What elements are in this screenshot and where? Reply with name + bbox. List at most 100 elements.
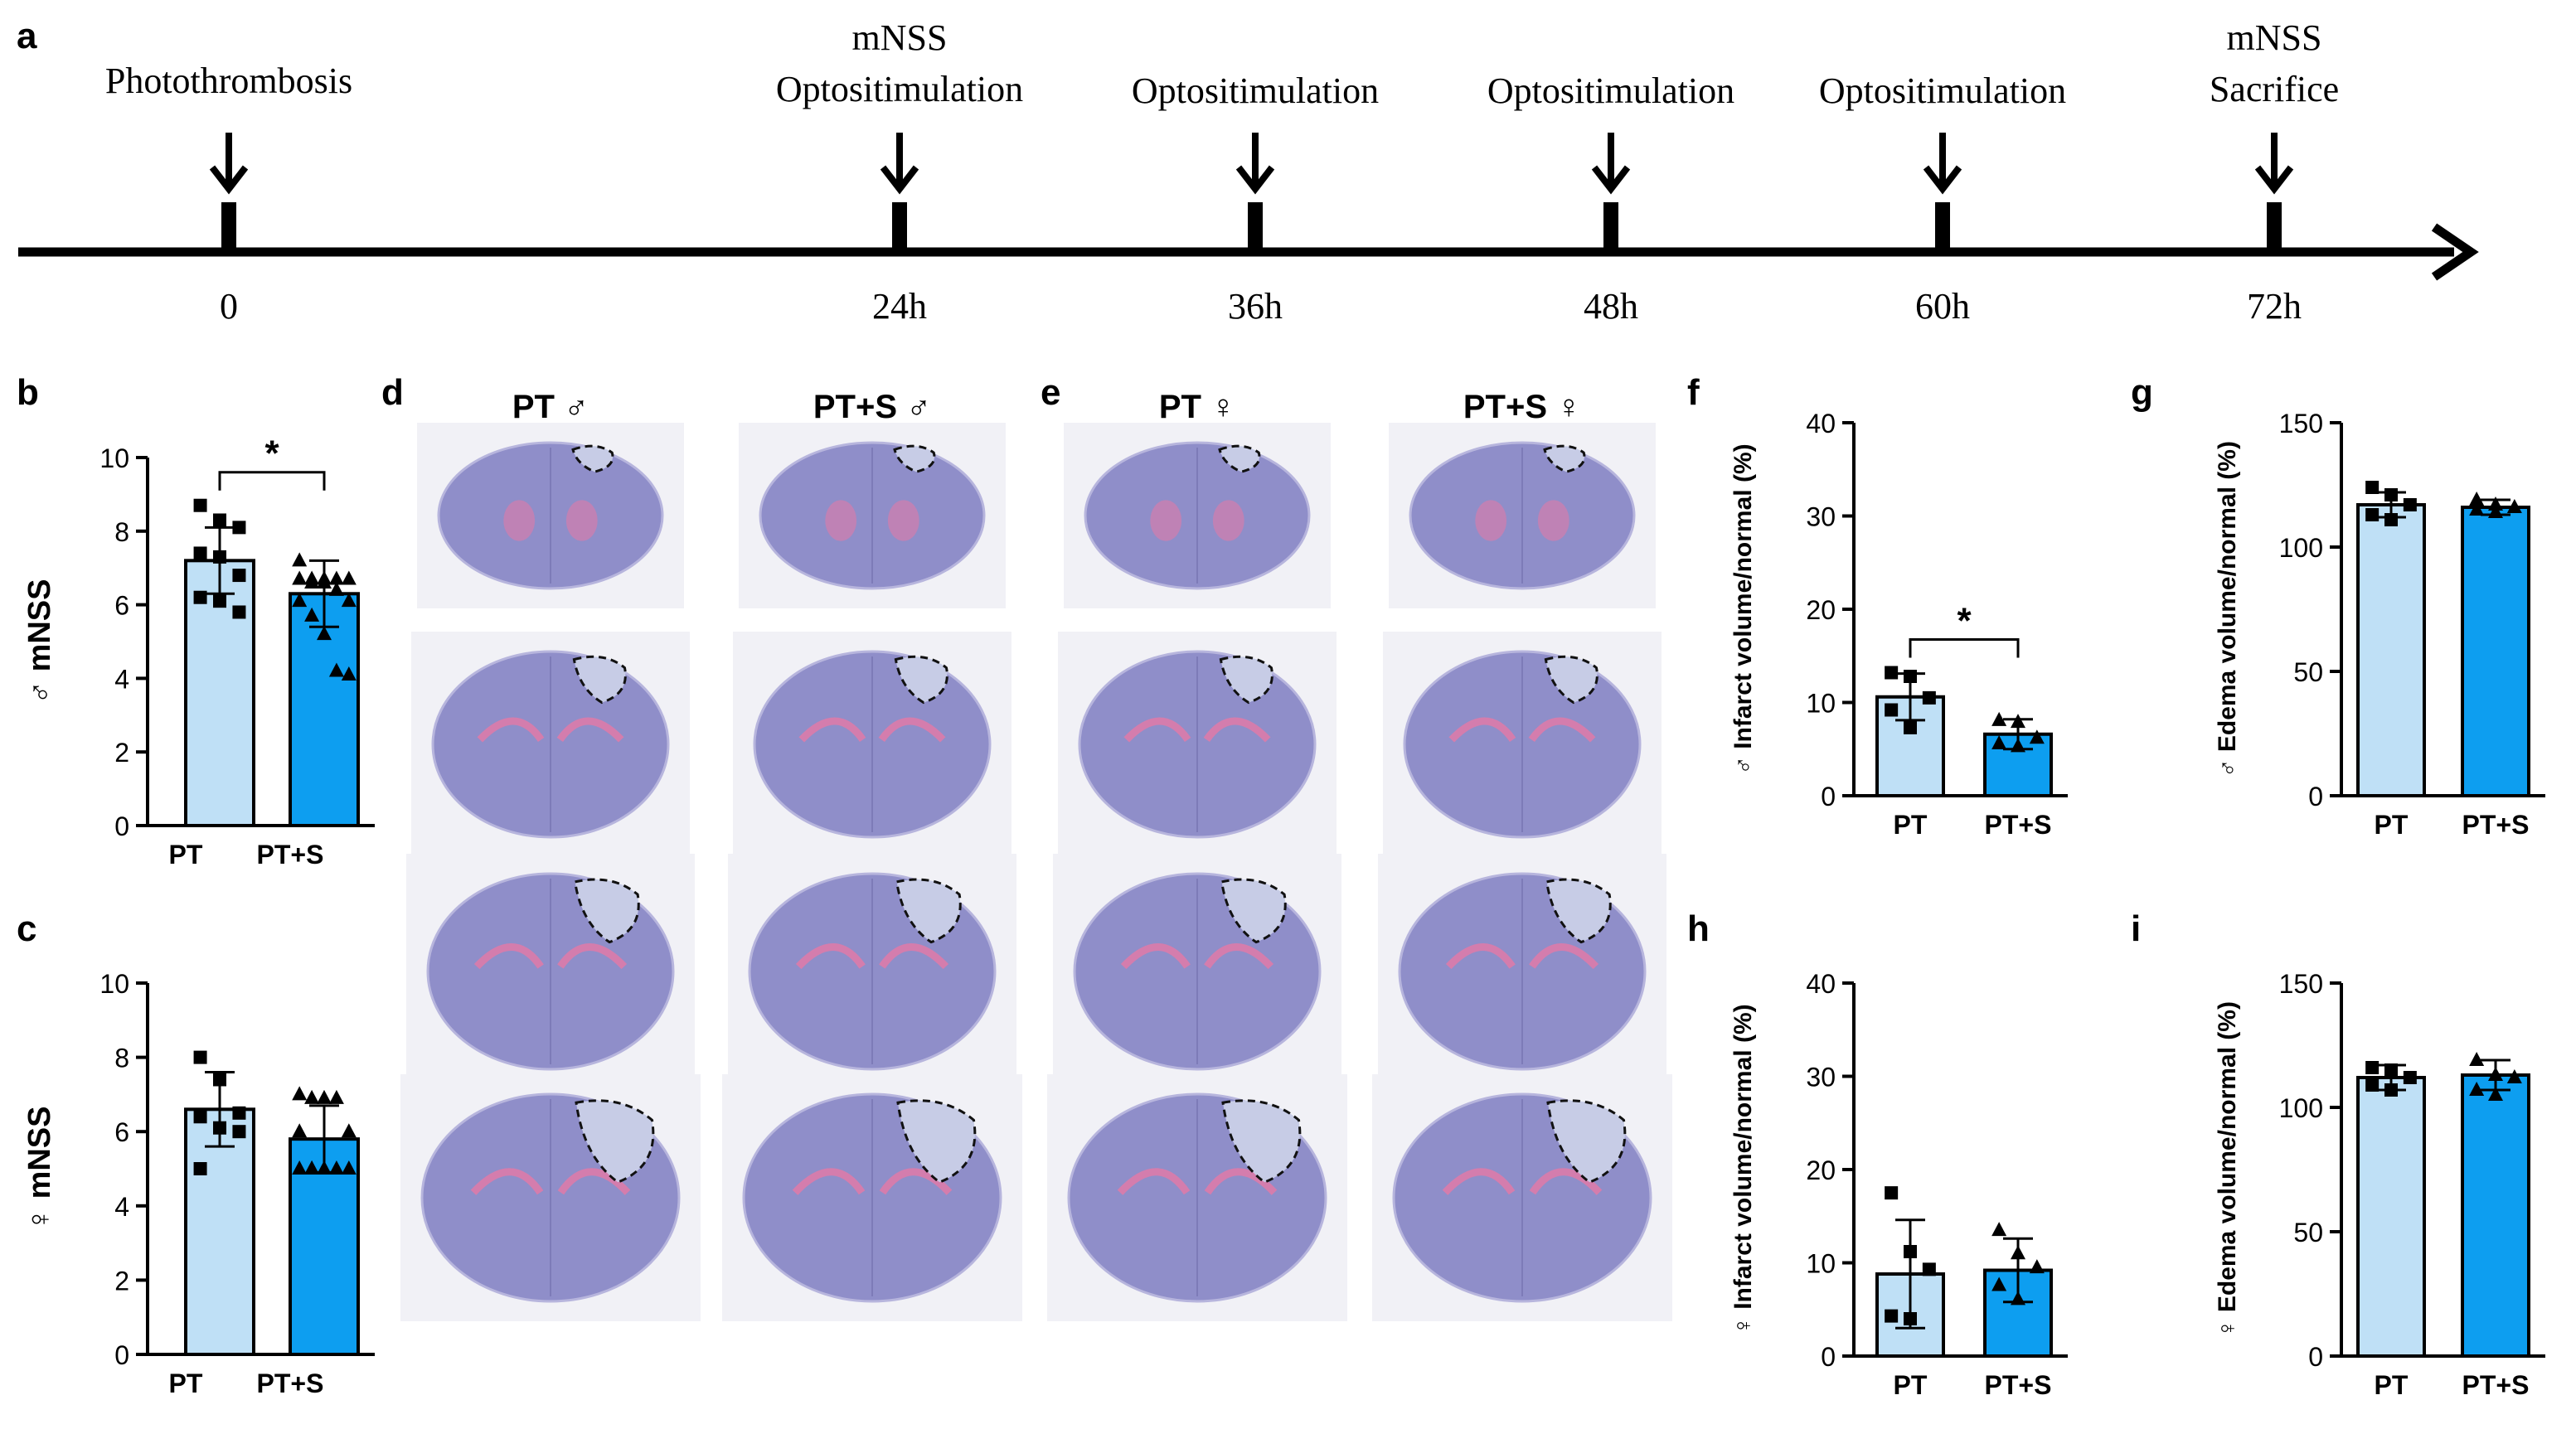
brain-section-image	[1383, 632, 1662, 857]
x-tick-label: PT	[169, 1368, 203, 1398]
infarct-region-outline	[575, 1099, 655, 1184]
data-point	[304, 1089, 320, 1104]
infarct-region-outline	[1219, 655, 1273, 705]
hippocampus-stain	[473, 943, 628, 970]
hippocampus-stain	[798, 717, 946, 743]
data-point	[2011, 738, 2025, 753]
ventricle-stain	[1150, 500, 1182, 541]
timeline-event-label: mNSS	[852, 17, 948, 58]
hippocampus-stain	[1442, 1168, 1603, 1195]
down-arrow-head	[1591, 165, 1631, 195]
bar-pt	[184, 559, 255, 827]
data-point	[2506, 1069, 2522, 1083]
timeline-tick-label: 60h	[1915, 286, 1970, 327]
data-point	[1885, 703, 1899, 717]
infarct-region-outline	[1218, 444, 1261, 473]
infarct-region-outline	[895, 878, 962, 944]
panel-letter-h: h	[1687, 908, 1710, 949]
y-tick-label: 40	[1806, 969, 1836, 999]
y-tick-label: 6	[114, 591, 129, 621]
y-tick-label: 150	[2279, 409, 2323, 438]
x-tick-label: PT+S	[1985, 810, 2052, 840]
timeline-event-label: Optositimulation	[1487, 70, 1734, 111]
timeline-event-label: Optositimulation	[1132, 70, 1379, 111]
panel-letter-e: e	[1041, 372, 1060, 413]
timeline-tick-label: 0	[220, 286, 238, 327]
brain-section-image	[400, 1074, 701, 1321]
data-point	[1904, 1245, 1917, 1258]
panel-letter-c: c	[17, 908, 36, 949]
timeline-event-label: Photothrombosis	[105, 61, 352, 101]
x-tick-label: PT+S	[257, 840, 324, 870]
data-point	[193, 1050, 207, 1064]
y-tick-label: 8	[114, 1044, 129, 1073]
ventricle-stain	[1475, 500, 1507, 541]
data-point	[1885, 1186, 1899, 1200]
data-point	[2488, 1067, 2503, 1081]
brain-section-image	[728, 854, 1016, 1089]
down-arrow-head	[880, 165, 919, 195]
data-point	[317, 1089, 332, 1104]
data-point	[292, 552, 308, 567]
data-point	[317, 626, 332, 641]
infarct-region-outline	[893, 444, 936, 473]
histology-title-pt-female: PT ♀	[1159, 389, 1235, 425]
y-tick-label: 50	[2293, 1218, 2323, 1247]
timeline-event: mNSS Sacrifice 72h	[2210, 17, 2339, 327]
data-point	[2384, 1083, 2398, 1097]
bar-pt	[184, 1107, 255, 1356]
data-point	[2365, 1061, 2380, 1074]
data-point	[341, 1160, 357, 1175]
panel-letter-b: b	[17, 372, 39, 413]
data-point	[2365, 481, 2380, 494]
timeline-marker	[892, 202, 907, 249]
data-point	[2488, 504, 2503, 518]
timeline-event-label: Sacrifice	[2210, 69, 2339, 109]
data-point	[213, 513, 226, 527]
data-point	[317, 1160, 332, 1175]
bar-chart-i: 0 50 100 150 ♀ Edema volume/normal (%) PT PT+S	[2214, 969, 2545, 1400]
data-point	[2011, 714, 2025, 729]
y-tick-label: 10	[1806, 1249, 1836, 1279]
down-arrow-head	[1923, 165, 1962, 195]
brain-section-image	[1372, 1074, 1672, 1321]
bar-ptpluss	[2461, 506, 2530, 797]
timeline-event-label: mNSS	[2227, 17, 2322, 58]
bar-chart-f: 0 10 20 30 40 ♂ Infarct volume/normal (%) PT PT…	[1729, 409, 2068, 840]
data-point	[317, 574, 332, 589]
data-point	[232, 605, 246, 619]
hippocampus-stain	[477, 717, 624, 743]
y-tick-label: 0	[1821, 782, 1836, 811]
ventricle-stain	[1212, 500, 1244, 541]
brain-section-image	[722, 1074, 1022, 1321]
data-point	[2469, 501, 2485, 516]
y-tick-label: 0	[2308, 1342, 2323, 1372]
panel-letter-i: i	[2131, 908, 2141, 949]
x-tick-label: PT	[2375, 1370, 2409, 1400]
data-point	[1885, 666, 1899, 680]
timeline-marker	[1603, 202, 1618, 249]
brain-section-image	[739, 423, 1006, 608]
brain-section-image	[1047, 1074, 1347, 1321]
data-point	[292, 1086, 308, 1101]
y-tick-label: 4	[114, 1192, 129, 1222]
timeline-tick-label: 36h	[1228, 286, 1283, 327]
timeline-event: mNSS Optositimulation 24h	[776, 17, 1023, 327]
hippocampus-stain	[792, 1168, 953, 1195]
data-point	[328, 662, 344, 677]
data-point	[1922, 1262, 1936, 1276]
y-axis-label: ♀ mNSS	[22, 1107, 57, 1232]
data-point	[1991, 1276, 2007, 1291]
infarct-region-outline	[572, 655, 627, 705]
timeline-tick-label: 48h	[1584, 286, 1638, 327]
y-tick-label: 30	[1806, 1063, 1836, 1092]
brain-section-image	[1053, 854, 1341, 1089]
data-point	[328, 581, 344, 596]
data-point	[304, 607, 320, 622]
infarct-region-outline	[571, 444, 614, 473]
hippocampus-stain	[1120, 943, 1274, 970]
data-point	[328, 1160, 344, 1175]
histology-title-pts-male: PT+S ♂	[813, 389, 931, 425]
data-point	[2365, 508, 2380, 521]
data-point	[328, 570, 344, 585]
